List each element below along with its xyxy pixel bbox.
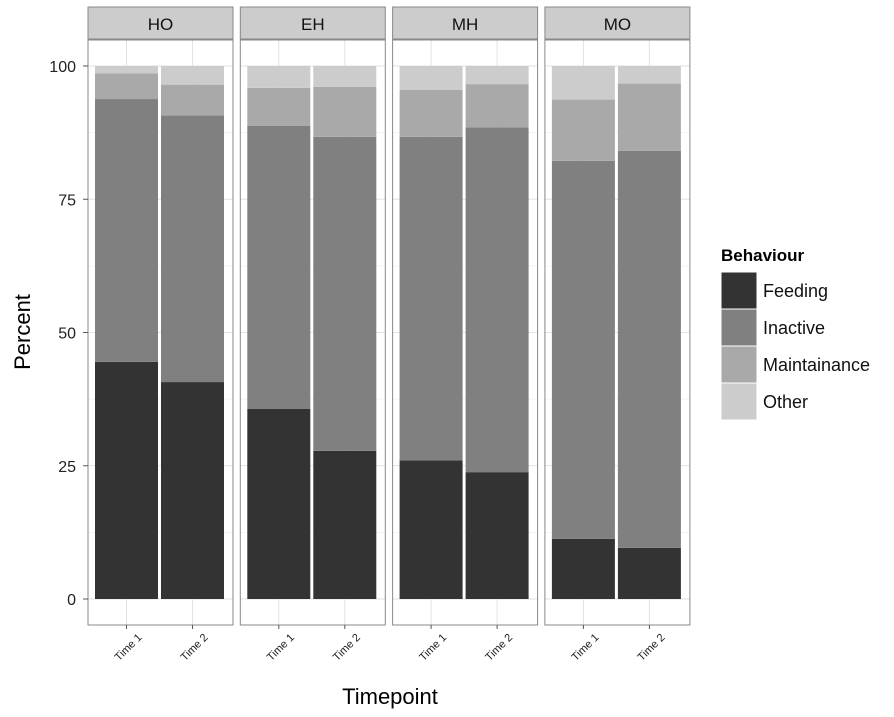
legend-label: Other (763, 392, 808, 412)
facet-strip-label: MH (452, 15, 478, 34)
legend-item-inactive: Inactive (720, 308, 825, 347)
bar-segment-maintainance-eh-1 (247, 87, 311, 126)
facet-strip-label: MO (604, 15, 631, 34)
bar-segment-feeding-mh-2 (465, 472, 529, 599)
bar-segment-inactive-eh-2 (313, 136, 377, 451)
bar-segment-maintainance-ho-2 (161, 84, 224, 116)
bar-segment-inactive-ho-1 (95, 99, 158, 362)
panel-border (239, 39, 386, 626)
bar-segment-maintainance-mh-2 (465, 84, 529, 128)
legend-items: Feeding Inactive Maintainance Other (720, 271, 870, 421)
x-tick-label: Time 2 (179, 632, 211, 664)
y-tick-label: 25 (58, 459, 76, 476)
bar-segment-other-mh-1 (399, 66, 463, 90)
legend-swatch (720, 382, 758, 421)
x-tick-label: Time 1 (113, 632, 145, 664)
bar-segment-inactive-mh-2 (465, 127, 529, 473)
x-tick-label: Time 1 (417, 632, 449, 664)
bar-segment-feeding-eh-2 (313, 450, 377, 599)
facet-strip (87, 6, 234, 40)
facet-strip (239, 6, 386, 40)
y-tick-label: 75 (58, 192, 76, 209)
legend-title: Behaviour (721, 246, 805, 265)
bar-segment-other-mh-2 (465, 66, 529, 85)
y-tick-label: 100 (49, 59, 76, 76)
y-axis-title: Percent (10, 294, 35, 370)
x-tick-label: Time 2 (483, 632, 515, 664)
bar-segment-maintainance-mh-1 (399, 89, 463, 137)
x-tick-label: Time 2 (331, 632, 363, 664)
bar-segment-feeding-eh-1 (247, 408, 311, 599)
bar-segment-inactive-mh-1 (399, 136, 463, 461)
legend-label: Feeding (763, 281, 828, 301)
x-tick-label: Time 2 (636, 632, 668, 664)
y-tick-label: 0 (67, 592, 76, 609)
bar-segment-feeding-ho-2 (161, 382, 224, 599)
facet-panel-mo: MO Time 1 Time 2 (544, 6, 691, 664)
facet-strip (392, 6, 539, 40)
bar-segment-feeding-ho-1 (95, 361, 158, 599)
bar-segment-maintainance-ho-1 (95, 73, 158, 100)
legend: Behaviour Feeding Inactive Maintainance Oth… (720, 246, 870, 421)
facet-panel-ho: HO Time 1 Time 2 (87, 6, 234, 664)
facet-strip-label: EH (301, 15, 325, 34)
legend-item-maintainance: Maintainance (720, 345, 870, 384)
x-tick-label: Time 1 (265, 632, 297, 664)
panel-border (392, 39, 539, 626)
x-axis-title: Timepoint (342, 684, 438, 709)
y-tick-label: 50 (58, 326, 76, 343)
panel-border (544, 39, 691, 626)
bar-segment-other-eh-1 (247, 66, 311, 88)
facet-panels: HO Time 1 Time 2 EH Time 1 Time 2 MH Time 1 Time… (87, 6, 691, 664)
legend-item-other: Other (720, 382, 808, 421)
bar-segment-maintainance-mo-2 (617, 83, 681, 151)
bar-segment-maintainance-eh-2 (313, 86, 377, 137)
bar-segment-feeding-mh-1 (399, 460, 463, 599)
bar-segment-inactive-ho-2 (161, 115, 224, 383)
bar-segment-other-mo-1 (551, 66, 615, 100)
bar-segment-inactive-mo-1 (551, 160, 615, 539)
legend-swatch (720, 345, 758, 384)
bar-segment-feeding-mo-1 (551, 538, 615, 599)
legend-label: Maintainance (763, 355, 870, 375)
facet-strip-label: HO (148, 15, 174, 34)
legend-swatch (720, 308, 758, 347)
y-axis: 0 25 50 75 100 (49, 59, 88, 609)
bar-segment-inactive-mo-2 (617, 150, 681, 548)
legend-label: Inactive (763, 318, 825, 338)
facet-panel-eh: EH Time 1 Time 2 (239, 6, 386, 664)
facet-panel-mh: MH Time 1 Time 2 (392, 6, 539, 664)
bar-segment-feeding-mo-2 (617, 547, 681, 599)
bar-segment-other-ho-2 (161, 66, 224, 85)
x-tick-label: Time 1 (570, 632, 602, 664)
bar-segment-other-mo-2 (617, 66, 681, 84)
bar-segment-inactive-eh-1 (247, 125, 311, 409)
bar-segment-maintainance-mo-1 (551, 99, 615, 161)
legend-swatch (720, 271, 758, 310)
bar-segment-other-eh-2 (313, 66, 377, 87)
bar-segment-other-ho-1 (95, 66, 158, 74)
legend-item-feeding: Feeding (720, 271, 828, 310)
facet-strip (544, 6, 691, 40)
